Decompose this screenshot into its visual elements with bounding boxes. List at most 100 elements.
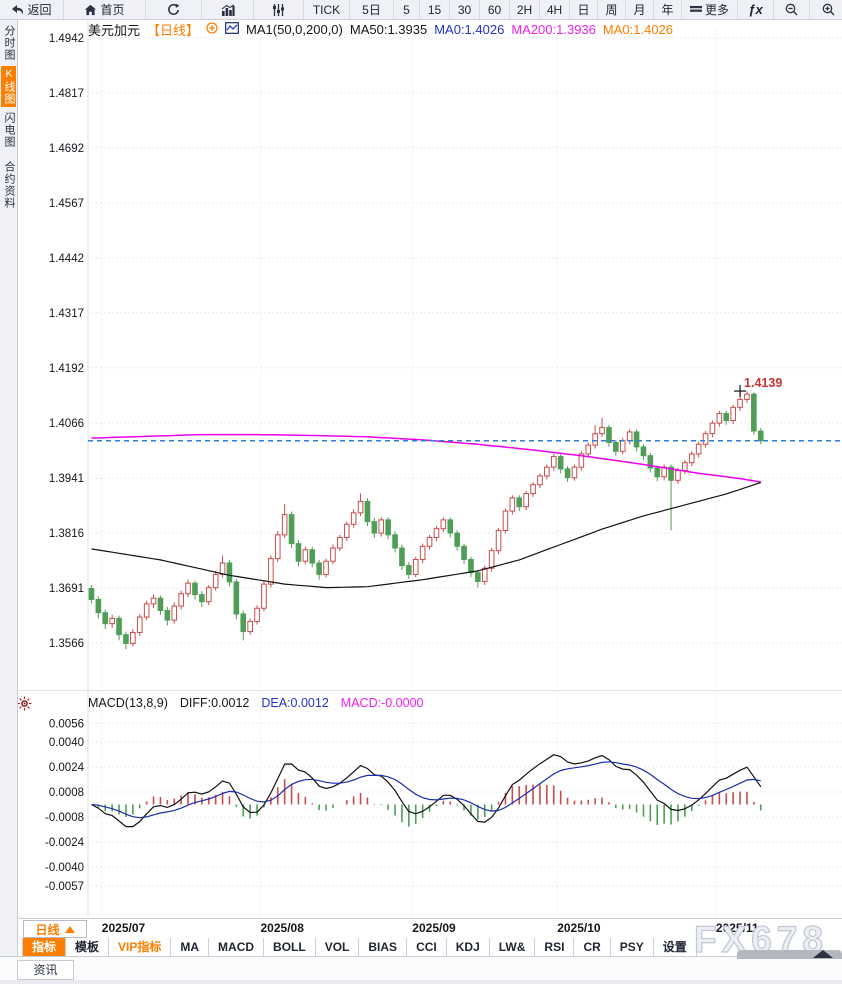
- candle-body: [571, 466, 578, 479]
- tab-ma[interactable]: MA: [171, 938, 210, 956]
- candle-body: [343, 523, 350, 538]
- tab-macd[interactable]: MACD: [209, 938, 265, 956]
- macd-dea-value: DEA:0.0012: [261, 696, 329, 710]
- tabs-leading-spacer: [17, 938, 23, 956]
- tab-template[interactable]: 模板: [66, 938, 110, 956]
- tab-boll[interactable]: BOLL: [264, 938, 316, 956]
- macd-axis-label: -0.0024: [45, 837, 85, 849]
- tab-settings[interactable]: 设置: [654, 938, 697, 956]
- timeframe-5min-button[interactable]: 5: [394, 0, 420, 19]
- circle-plus-icon[interactable]: [206, 22, 218, 37]
- tab-indicator[interactable]: 指标: [23, 938, 67, 956]
- macd-axis-label: 0.0008: [49, 787, 84, 799]
- timeframe-month-button[interactable]: 月: [626, 0, 654, 19]
- candle-body: [288, 514, 295, 545]
- back-button-label: 返回: [27, 3, 52, 17]
- ma50-value: MA50:1.3935: [349, 22, 428, 37]
- candle-body: [461, 545, 467, 560]
- candle-body: [454, 532, 460, 547]
- sidebar-item-kline-chart[interactable]: K线图: [1, 66, 16, 107]
- candle-body: [695, 443, 702, 455]
- tab-psy[interactable]: PSY: [611, 938, 654, 956]
- candle-body: [475, 572, 481, 582]
- timeframe-week-button[interactable]: 周: [598, 0, 626, 19]
- line-chart-icon[interactable]: [225, 22, 239, 37]
- tab-cr[interactable]: CR: [574, 938, 611, 956]
- y-axis-label: 1.4567: [49, 198, 84, 210]
- candle-body: [143, 603, 150, 618]
- candle-body: [613, 442, 619, 452]
- triangle-up-icon: [64, 925, 75, 933]
- tab-bias[interactable]: BIAS: [359, 938, 408, 956]
- candle-body: [309, 549, 316, 564]
- candle-body: [350, 512, 357, 525]
- back-arrow-icon: [11, 4, 24, 16]
- tab-vol[interactable]: VOL: [316, 938, 360, 956]
- timeframe-15min-button[interactable]: 15: [420, 0, 450, 19]
- panel-expand-handle[interactable]: [737, 950, 842, 959]
- tab-rsi[interactable]: RSI: [535, 938, 575, 956]
- ma50-line: [91, 481, 761, 589]
- home-button[interactable]: 首页: [64, 0, 146, 19]
- tab-indicator-label: 指标: [32, 940, 57, 954]
- timeframe-5day-button[interactable]: 5日: [350, 0, 394, 19]
- back-button[interactable]: 返回: [0, 0, 64, 19]
- period-selector[interactable]: 日线: [23, 920, 87, 938]
- sidebar-item-contract-info[interactable]: 合约资料: [1, 159, 16, 211]
- timeframe-60min-label: 60: [487, 2, 502, 17]
- candle-body: [323, 560, 329, 575]
- formula-button[interactable]: ƒx: [738, 0, 774, 19]
- sidebar-item-kline-chart-label: K线图: [3, 68, 15, 105]
- candle-body: [709, 422, 716, 435]
- timeframe-tick-button[interactable]: TICK: [304, 0, 350, 19]
- x-axis-label: 2025/07: [102, 921, 146, 935]
- tab-rsi-label: RSI: [544, 940, 565, 954]
- candle-body: [357, 500, 364, 514]
- timeframe-year-button[interactable]: 年: [654, 0, 682, 19]
- sidebar-item-time-chart[interactable]: 分时图: [1, 23, 16, 63]
- y-axis-label: 1.3691: [49, 583, 84, 595]
- home-icon: [84, 4, 97, 16]
- sidebar-item-lightning-chart[interactable]: 闪电图: [1, 110, 16, 150]
- tab-kdj[interactable]: KDJ: [447, 938, 490, 956]
- indicator-settings-button[interactable]: [254, 0, 304, 19]
- timeframe-2h-button[interactable]: 2H: [510, 0, 540, 19]
- timeframe-30min-button[interactable]: 30: [450, 0, 480, 19]
- expand-triangle-icon: [813, 950, 833, 958]
- tab-cci[interactable]: CCI: [407, 938, 447, 956]
- tab-vip-indicator[interactable]: VIP指标: [109, 938, 172, 956]
- macd-axis-label: -0.0008: [45, 812, 84, 824]
- macd-axis-label: 0.0040: [49, 737, 84, 749]
- candle-body: [633, 431, 640, 448]
- symbol-name[interactable]: 美元加元: [88, 23, 141, 38]
- more-button[interactable]: 更多: [682, 0, 738, 19]
- fx-icon: ƒx: [748, 2, 763, 17]
- chart-type-sidebar: 分时图 K线图 闪电图 合约资料: [0, 20, 18, 956]
- high-price-label: 1.4139: [744, 376, 782, 390]
- y-axis-label: 1.3941: [49, 473, 84, 485]
- refresh-button[interactable]: [146, 0, 202, 19]
- indicator-gear-icon[interactable]: [17, 696, 32, 716]
- candle-body: [102, 612, 109, 625]
- timeframe-4h-button[interactable]: 4H: [540, 0, 570, 19]
- macd-params-label: MACD(13,8,9): [88, 696, 168, 710]
- candle-body: [730, 406, 736, 422]
- chart-style-button[interactable]: [202, 0, 254, 19]
- candle-body: [371, 521, 378, 534]
- candle-body: [688, 453, 695, 464]
- tab-lwr[interactable]: LW&: [490, 938, 536, 956]
- home-button-label: 首页: [100, 3, 125, 17]
- timeframe-60min-button[interactable]: 60: [480, 0, 510, 19]
- timeframe-5day-label: 5日: [362, 3, 381, 17]
- tab-bias-label: BIAS: [368, 940, 398, 954]
- timeframe-day-button[interactable]: 日: [570, 0, 598, 19]
- candle-body: [744, 393, 750, 400]
- news-tab[interactable]: 资讯: [17, 960, 74, 980]
- candle-body: [199, 594, 205, 603]
- zoom-in-button[interactable]: [810, 0, 842, 19]
- tab-psy-label: PSY: [619, 940, 644, 954]
- zoom-out-button[interactable]: [774, 0, 810, 19]
- candle-body: [606, 427, 612, 444]
